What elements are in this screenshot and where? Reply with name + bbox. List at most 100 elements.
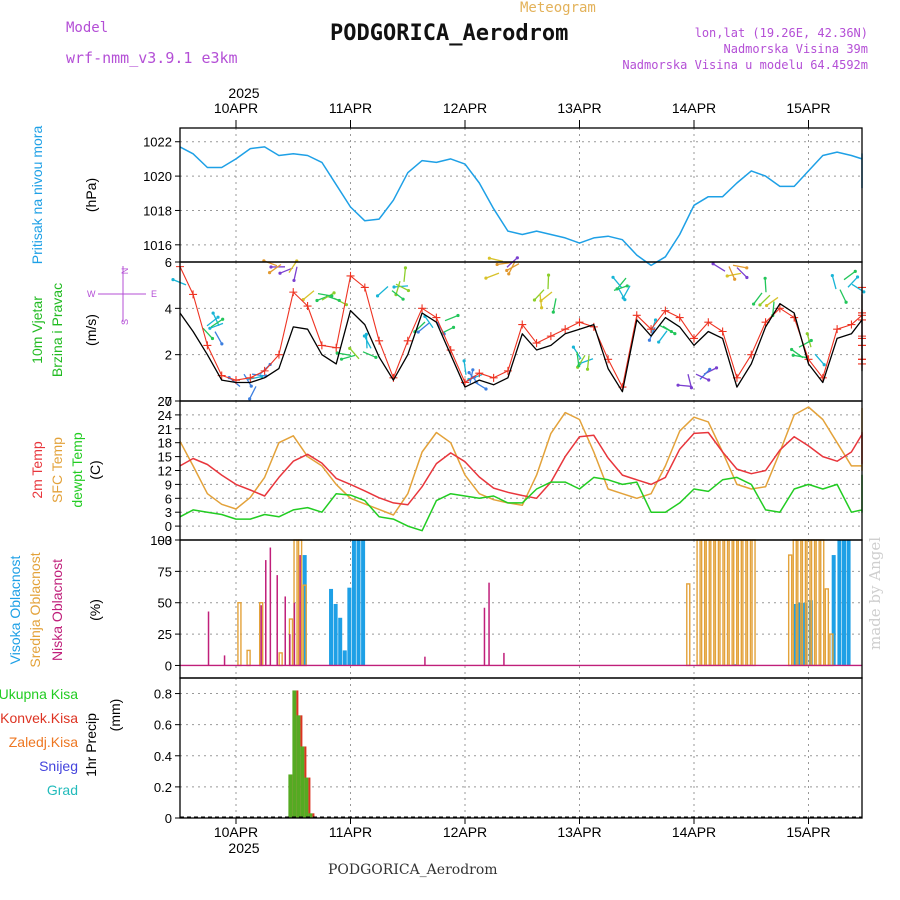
wind-arrow-head [505,268,509,273]
wind-arrow [489,257,504,263]
wind-arrow [759,294,771,306]
precip-legend-4: Grad [47,782,78,798]
wind-arrow [249,386,257,400]
wind-arrow-head [676,383,680,387]
ytick-label-cloud: 50 [158,596,172,611]
ytick-label-precip: 0 [165,811,172,826]
wind-arrow-head [623,298,627,302]
wind-arrow [251,373,266,377]
date-label-bottom: 15APR [786,824,830,840]
ytick-label-precip: 0.6 [154,718,172,733]
wind-arrow-head [374,355,378,359]
wind-arrow-head [267,270,272,275]
low-cloud-bar [269,547,272,666]
wind-arrow [547,275,550,290]
wind-arrow-head [862,290,866,294]
wind-arrow-head [805,332,809,336]
wind-arrow-head [221,317,225,321]
wind-arrow-head [364,332,368,336]
wind-arrow-head [751,302,756,306]
wind-arrow [391,290,404,300]
wind-arrow [497,261,512,266]
wind-arrow-head [335,351,339,355]
wind-arrow-head [673,332,677,336]
wind-arrow-head [484,276,488,280]
wind-arrow-head [220,342,224,346]
wind-arrow [736,267,748,278]
gust-marker [518,320,527,329]
wind-arrow [508,261,516,275]
low-cloud-bar [207,611,210,666]
station-title: PODGORICA_Aerodrom [330,21,569,46]
compass-east: E [151,289,157,299]
convective-rain-bar [308,777,311,818]
wind-arrow [552,298,557,313]
high-cloud-bar [302,555,307,666]
gust-marker [317,341,326,350]
wind-arrow-head [546,273,551,277]
mid-cloud-bar [751,539,756,667]
mid-cloud-bar [733,539,738,667]
date-label-bottom: 14APR [672,824,716,840]
wind-arrow [473,381,487,390]
wind-arrow-head [551,310,555,314]
gust-marker [833,325,842,334]
wind-arrow [202,327,213,339]
gust-marker [847,320,856,329]
ytick-label-pressure: 1018 [143,203,172,218]
wind-arrow [798,339,812,348]
ytick-label-temp: 6 [165,491,172,506]
mid-cloud-bar [237,602,242,667]
gust-marker [661,306,670,315]
wind-arrow-head [822,363,826,367]
wind-arrow-head [403,266,408,270]
ytick-label-pressure: 1016 [143,238,172,253]
gust-marker [260,366,269,375]
wind-arrow-head [585,367,590,371]
wind-arrow [302,290,315,301]
wind-arrow-head [211,311,215,315]
ytick-label-wind: 4 [165,301,172,316]
low-cloud-bar [284,596,286,666]
wind-arrow-head [763,276,767,280]
wind-arrow [377,286,389,297]
mid-cloud-bar [705,539,710,667]
wind-arrow [444,314,459,322]
wind-arrow [269,263,282,274]
wind-arrow-head [451,325,456,329]
gust-marker [403,336,412,345]
gust-marker [332,343,341,352]
wind-arrow [209,322,224,329]
gust-marker [475,369,484,378]
mid-cloud-bar [686,583,691,667]
wind-speed-line [179,294,863,393]
wind-arrow [403,267,407,282]
gust-marker [418,304,427,313]
ytick-label-temp: 3 [165,505,172,520]
ytick-label-wind: 0 [165,394,172,409]
wind-arrow-head [249,384,253,388]
wind-arrow-head [315,298,319,303]
date-label-top: 11APR [329,100,372,116]
ytick-label-temp: 21 [158,422,172,437]
model-name: wrf-nmm_v3.9.1 e3km [66,49,238,67]
wind-arrow-head [725,274,729,278]
precip-legend-2: Zaledj.Kisa [9,734,78,750]
gust-marker [360,283,369,292]
wind-arrow-head [467,371,471,375]
wind-arrow-head [462,359,466,363]
wind-arrow-head [809,338,813,343]
mid-cloud-bar [746,539,752,667]
credit-watermark: made by Angel [866,536,884,650]
wind-arrow [349,347,360,360]
wind-arrow-head [171,278,175,282]
wind-arrow [732,264,747,269]
wind-arrow [579,358,594,365]
wind-arrow [658,330,668,343]
compass-south: S [120,319,130,325]
frame-wind [179,261,863,402]
high-cloud-bar [356,540,361,666]
precip-legend-1: Konvek.Kisa [0,710,78,726]
temp-unit: (C) [87,460,103,479]
wind-arrow-head [745,266,749,270]
